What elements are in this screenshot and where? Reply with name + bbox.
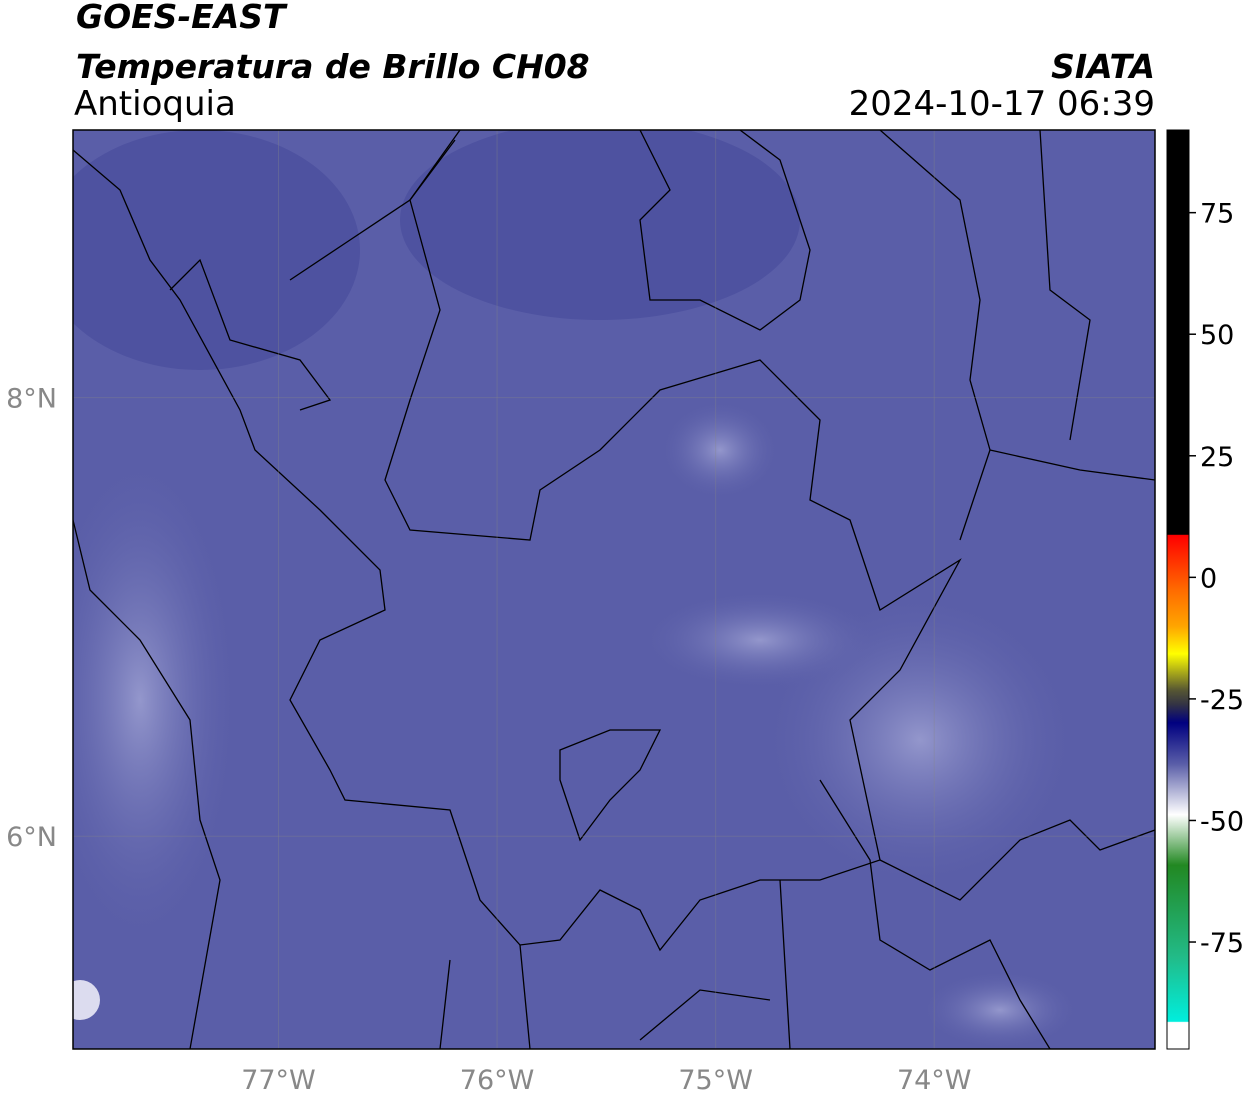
colorbar-tick-label: 25 xyxy=(1200,442,1234,473)
colorbar-tick-label: 50 xyxy=(1200,320,1234,351)
region: Antioquia xyxy=(74,84,236,124)
map-frame xyxy=(72,129,1156,1050)
colorbar xyxy=(1166,129,1190,1050)
x-tick-label: 74°W xyxy=(897,1065,972,1096)
colorbar-tick-label: -50 xyxy=(1200,806,1244,837)
x-tick-label: 77°W xyxy=(241,1065,316,1096)
map-image xyxy=(73,130,1155,1049)
title: GOES-EAST xyxy=(76,0,288,36)
y-tick-label: 6°N xyxy=(6,822,57,853)
colorbar-tick-label: -75 xyxy=(1200,928,1244,959)
colorbar-tick-label: 75 xyxy=(1200,199,1234,230)
x-tick-label: 76°W xyxy=(460,1065,535,1096)
datetime: 2024-10-17 06:39 xyxy=(849,84,1155,124)
source: SIATA xyxy=(1051,47,1155,86)
colorbar-tick-label: -25 xyxy=(1200,685,1244,716)
x-tick-label: 75°W xyxy=(678,1065,753,1096)
colorbar-tick-label: 0 xyxy=(1200,563,1217,594)
subtitle: Temperatura de Brillo CH08 xyxy=(76,47,590,86)
y-tick-label: 8°N xyxy=(6,384,57,415)
